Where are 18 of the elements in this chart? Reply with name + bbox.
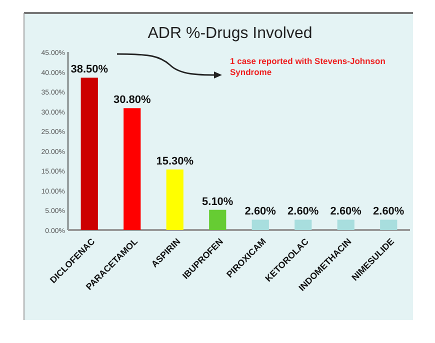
annotation: 1 case reported with Stevens-Johnson Syndrome [230,56,386,77]
bar [80,78,98,230]
data-label: 30.80% [113,94,151,106]
bar [294,220,312,230]
data-label: 5.10% [202,196,234,208]
bar [209,210,226,230]
bar [380,220,398,230]
data-label: 2.60% [330,206,362,218]
data-label: 2.60% [288,206,319,218]
data-label: 38.50% [70,64,108,76]
bar [252,220,269,230]
bar [166,169,184,230]
data-label: 2.60% [244,206,276,218]
bar [337,220,354,230]
data-label: 15.30% [156,155,194,168]
bar [124,108,141,230]
chart-title: ADR %-Drugs Involved [148,25,312,42]
data-label: 2.60% [373,206,404,218]
